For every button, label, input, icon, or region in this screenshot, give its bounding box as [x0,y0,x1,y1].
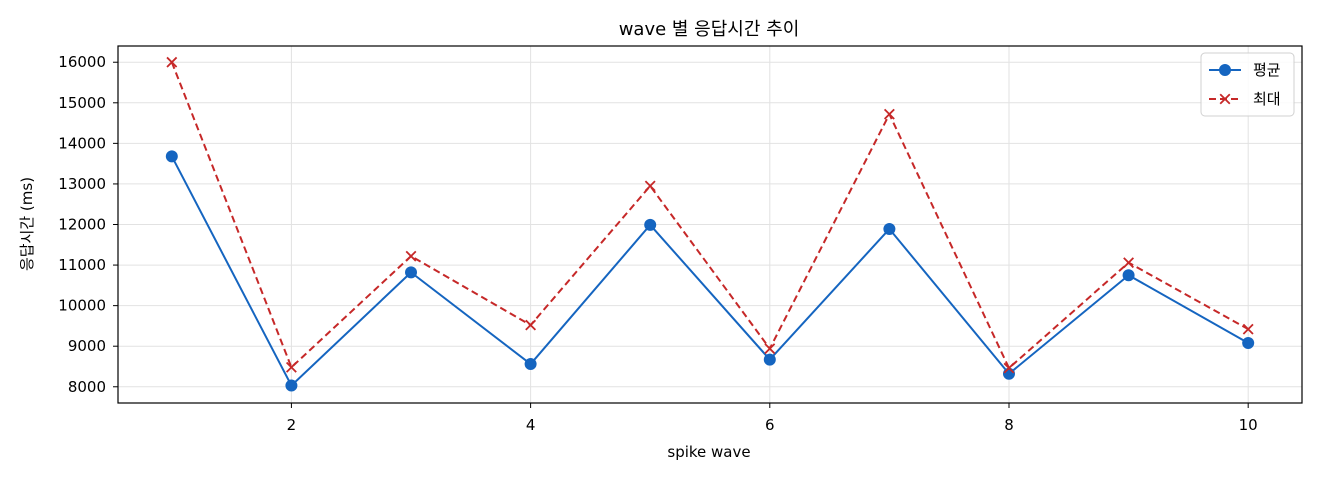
y-tick-label: 11000 [58,256,106,274]
y-axis-title: 응답시간 (ms) [18,177,36,271]
y-tick-label: 13000 [58,175,106,193]
legend-label: 최대 [1253,90,1281,108]
y-tick-label: 9000 [68,337,106,355]
y-tick-label: 8000 [68,378,106,396]
x-tick-label: 6 [765,416,775,434]
data-point [165,150,178,163]
data-point [1122,269,1135,282]
x-tick-label: 8 [1004,416,1014,434]
data-point [883,108,895,120]
x-tick-label: 10 [1239,416,1258,434]
y-tick-label: 15000 [58,94,106,112]
x-axis-title: spike wave [667,443,750,461]
legend-item: 평균 [1209,61,1281,79]
legend-item: 최대 [1209,90,1281,108]
data-point [524,358,537,371]
data-point [644,218,657,231]
data-point [166,56,178,68]
y-axis: 8000 9000 10000 11000 12000 13000 14000 15000 16… [58,53,118,396]
legend-marker [1219,93,1231,105]
data-point [883,222,896,235]
legend-label: 평균 [1253,61,1281,79]
x-tick-label: 2 [287,416,297,434]
series-layer [165,56,1255,392]
data-point [764,343,776,355]
data-point [405,266,418,279]
x-tick-label: 4 [526,416,536,434]
data-point [285,379,298,392]
data-point [1002,367,1015,380]
data-point [763,353,776,366]
series-2 [166,56,1254,374]
chart-title: wave 별 응답시간 추이 [619,19,800,40]
y-tick-label: 12000 [58,216,106,234]
y-tick-label: 10000 [58,297,106,315]
series-line [170,155,1249,387]
data-point [1242,336,1255,349]
grid [118,46,1302,403]
x-axis: 2 4 6 8 10 [287,403,1258,434]
y-tick-label: 14000 [58,134,106,152]
data-point [1003,362,1015,374]
data-point [405,250,417,262]
data-point [525,319,537,331]
data-point [1123,257,1135,269]
y-tick-label: 16000 [58,53,106,71]
series-1 [165,150,1255,392]
data-point [644,180,656,192]
series-line [170,61,1249,370]
data-point [285,361,297,373]
legend-marker [1219,64,1231,76]
data-point [1242,323,1254,335]
